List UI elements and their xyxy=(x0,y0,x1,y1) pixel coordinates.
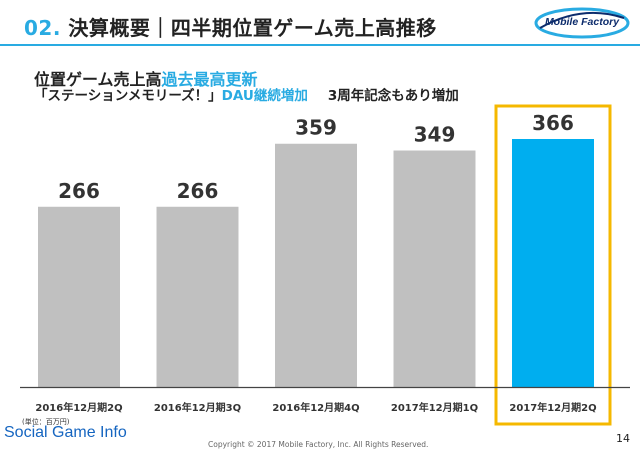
watermark-brand: Social Game Info xyxy=(4,424,127,441)
category-label-1: 2016年12月期2Q xyxy=(35,401,122,414)
company-logo: Mobile Factory xyxy=(534,6,630,40)
category-label-2: 2016年12月期3Q xyxy=(154,401,241,414)
data-label-3: 359 xyxy=(295,116,337,140)
header-divider xyxy=(0,44,640,46)
bar-3 xyxy=(275,143,357,387)
section-number: 02. xyxy=(24,16,61,40)
bar-2 xyxy=(156,206,239,387)
page-title: 02. 決算概要｜四半期位置ゲーム売上高推移 xyxy=(24,12,437,41)
logo-emblem xyxy=(534,7,630,39)
subtitle-line-2-prefix: 「ステーションメモリーズ！」 xyxy=(34,88,222,104)
highlight-frame xyxy=(494,104,612,426)
subtitle-line-1-prefix: 位置ゲーム売上高 xyxy=(34,70,162,89)
logo-text: Mobile Factory xyxy=(544,16,620,28)
subtitle-line-2-highlight: DAU継続増加 xyxy=(221,88,308,104)
category-label-3: 2016年12月期4Q xyxy=(272,401,359,414)
slide-header: 02. 決算概要｜四半期位置ゲーム売上高推移 Mobile Factory xyxy=(0,0,640,46)
category-label-5: 2017年12月期2Q xyxy=(509,401,596,414)
subtitle-line-2: 「ステーションメモリーズ！」DAU継続増加 3周年記念もあり増加 xyxy=(34,84,459,104)
copyright-text: Copyright © 2017 Mobile Factory, Inc. Al… xyxy=(208,440,429,449)
title-text: 決算概要｜四半期位置ゲーム売上高推移 xyxy=(68,16,437,40)
subtitle-line-1-highlight: 過去最高更新 xyxy=(161,70,258,89)
category-label-4: 2017年12月期1Q xyxy=(391,401,478,414)
subtitle-line-1: 位置ゲーム売上高過去最高更新 xyxy=(34,66,258,90)
bar-5 xyxy=(512,139,594,387)
bar-1 xyxy=(38,206,120,387)
data-label-1: 266 xyxy=(58,179,100,203)
bar-4 xyxy=(393,150,476,387)
subtitle-line-2-suffix: 3周年記念もあり増加 xyxy=(327,88,459,104)
data-label-2: 266 xyxy=(177,179,219,203)
data-label-4: 349 xyxy=(414,123,456,147)
unit-note: (単位：百万円) xyxy=(22,418,70,426)
data-label-5: 366 xyxy=(532,111,574,135)
page-number: 14 xyxy=(616,432,630,445)
